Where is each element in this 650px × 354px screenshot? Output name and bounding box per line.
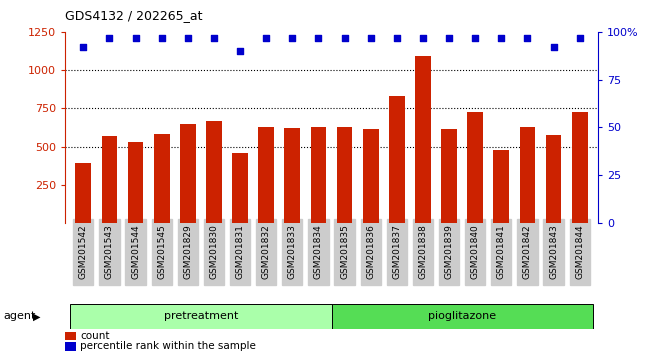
Point (549, 44, 559, 50)
Bar (75, 164, 91, 223)
Point (522, 35, 532, 40)
Point (339, 35, 350, 40)
Bar (127, 142, 144, 223)
Point (261, 35, 272, 40)
Point (183, 35, 193, 40)
Bar (415, 56, 431, 223)
Point (470, 35, 480, 40)
Text: pioglitazone: pioglitazone (428, 312, 496, 321)
Bar (546, 135, 562, 223)
Bar (154, 134, 170, 223)
Bar (65, 342, 76, 351)
Point (365, 35, 376, 40)
Point (235, 48, 245, 54)
Point (104, 35, 114, 40)
Bar (232, 153, 248, 223)
Point (209, 35, 219, 40)
Point (287, 35, 298, 40)
Bar (311, 127, 326, 223)
Bar (285, 128, 300, 223)
Bar (258, 127, 274, 223)
Bar (206, 121, 222, 223)
Bar (493, 150, 509, 223)
Point (78, 44, 88, 50)
Point (131, 35, 141, 40)
Bar (389, 96, 405, 223)
Point (575, 35, 585, 40)
Point (313, 35, 324, 40)
Point (496, 35, 506, 40)
Text: GDS4132 / 202265_at: GDS4132 / 202265_at (65, 9, 203, 22)
Bar (519, 127, 536, 223)
Bar (70, 304, 332, 329)
Point (157, 35, 167, 40)
Bar (180, 124, 196, 223)
Bar (441, 129, 457, 223)
Bar (363, 129, 378, 223)
Bar (572, 112, 588, 223)
Text: percentile rank within the sample: percentile rank within the sample (81, 342, 256, 352)
Bar (332, 304, 593, 329)
Text: count: count (81, 331, 110, 341)
Bar (467, 112, 483, 223)
Text: ▶: ▶ (32, 312, 40, 321)
Bar (101, 136, 117, 223)
Text: agent: agent (3, 312, 36, 321)
Point (391, 35, 402, 40)
Text: pretreatment: pretreatment (164, 312, 238, 321)
Point (444, 35, 454, 40)
Bar (65, 331, 76, 340)
Bar (337, 127, 352, 223)
Point (418, 35, 428, 40)
